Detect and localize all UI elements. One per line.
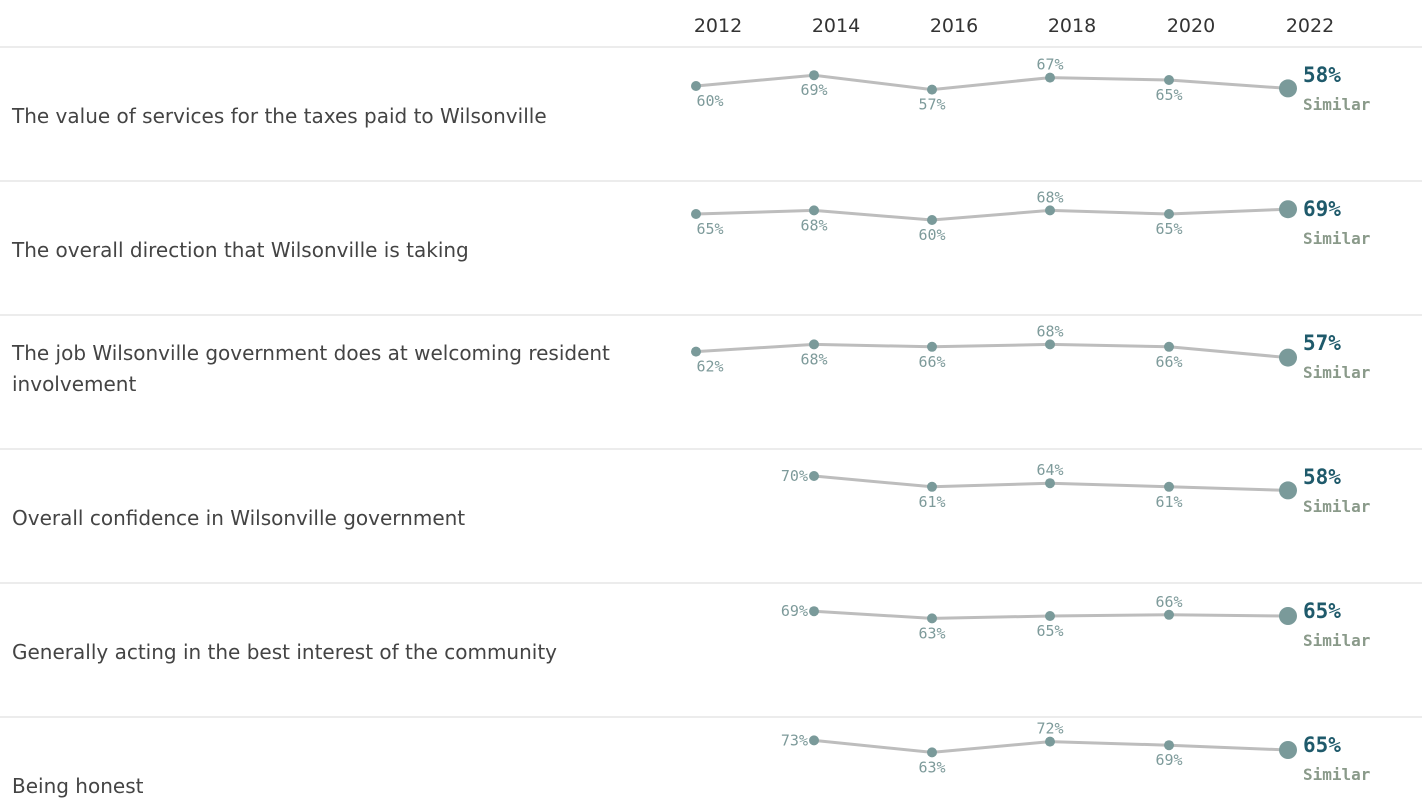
data-point bbox=[1164, 209, 1174, 219]
row-label: The value of services for the taxes paid… bbox=[12, 104, 547, 128]
row-label: The overall direction that Wilsonville i… bbox=[12, 238, 469, 262]
data-point bbox=[927, 84, 937, 95]
data-label: 62% bbox=[696, 358, 723, 376]
data-point bbox=[691, 346, 701, 357]
data-label: 69% bbox=[800, 81, 827, 99]
data-point bbox=[691, 81, 701, 91]
comparison-label: Similar bbox=[1303, 631, 1370, 650]
data-point bbox=[1164, 481, 1174, 492]
comparison-label: Similar bbox=[1303, 497, 1370, 516]
last-value-label: 65% bbox=[1303, 599, 1341, 623]
data-label: 64% bbox=[1036, 461, 1063, 479]
series-line bbox=[695, 342, 1289, 360]
data-label: 65% bbox=[696, 220, 723, 238]
row-label: Generally acting in the best interest of… bbox=[12, 640, 558, 664]
data-label: 65% bbox=[1155, 220, 1182, 238]
x-tick-label: 2018 bbox=[1048, 15, 1096, 37]
data-point bbox=[809, 339, 819, 350]
comparison-label: Similar bbox=[1303, 765, 1370, 784]
data-label: 68% bbox=[800, 216, 827, 234]
last-point bbox=[1279, 481, 1297, 500]
data-point bbox=[1164, 341, 1174, 352]
data-point bbox=[1045, 478, 1055, 489]
data-label: 61% bbox=[918, 493, 945, 511]
x-tick-label: 2012 bbox=[694, 15, 742, 37]
data-point bbox=[1164, 75, 1174, 85]
data-label: 63% bbox=[918, 624, 945, 642]
data-label: 67% bbox=[1036, 56, 1063, 74]
data-point bbox=[1045, 339, 1055, 350]
comparison-label: Similar bbox=[1303, 95, 1370, 114]
data-point bbox=[1045, 205, 1055, 216]
data-point bbox=[691, 209, 701, 219]
data-point bbox=[1045, 72, 1055, 83]
data-point bbox=[809, 471, 819, 481]
last-value-label: 69% bbox=[1303, 197, 1341, 221]
last-value-label: 57% bbox=[1303, 331, 1341, 355]
last-value-label: 65% bbox=[1303, 733, 1341, 757]
comparison-label: Similar bbox=[1303, 363, 1370, 382]
series-line bbox=[695, 73, 1289, 92]
data-label: 57% bbox=[918, 96, 945, 114]
data-label: 66% bbox=[1155, 593, 1182, 611]
data-label: 70% bbox=[781, 467, 808, 485]
last-point bbox=[1279, 79, 1297, 98]
last-point bbox=[1279, 348, 1297, 367]
last-value-label: 58% bbox=[1303, 465, 1341, 489]
data-point bbox=[927, 747, 937, 758]
data-point bbox=[1045, 611, 1055, 621]
last-point bbox=[1279, 741, 1297, 759]
data-label: 68% bbox=[1036, 322, 1063, 340]
data-label: 68% bbox=[800, 350, 827, 368]
data-label: 61% bbox=[1155, 493, 1182, 511]
row-label: Being honest bbox=[12, 774, 144, 798]
x-tick-label: 2022 bbox=[1286, 15, 1334, 37]
data-point bbox=[809, 606, 819, 617]
last-value-label: 58% bbox=[1303, 63, 1341, 87]
data-point bbox=[1045, 736, 1055, 747]
data-point bbox=[927, 341, 937, 352]
series-line bbox=[695, 207, 1289, 222]
data-point bbox=[809, 70, 819, 81]
data-label: 69% bbox=[1155, 751, 1182, 769]
data-point bbox=[809, 735, 819, 746]
data-label: 69% bbox=[781, 602, 808, 620]
data-label: 65% bbox=[1036, 622, 1063, 640]
data-label: 73% bbox=[781, 731, 808, 749]
data-label: 60% bbox=[696, 92, 723, 110]
data-label: 60% bbox=[918, 226, 945, 244]
x-tick-label: 2014 bbox=[812, 15, 860, 37]
data-point bbox=[927, 613, 937, 624]
data-point bbox=[927, 481, 937, 492]
row-label: Overall confidence in Wilsonville govern… bbox=[12, 506, 466, 530]
x-tick-label: 2020 bbox=[1167, 15, 1215, 37]
data-label: 65% bbox=[1155, 86, 1182, 104]
row-label: The job Wilsonville government does at w… bbox=[12, 341, 610, 396]
data-label: 68% bbox=[1036, 188, 1063, 206]
data-label: 66% bbox=[918, 353, 945, 371]
last-point bbox=[1279, 200, 1297, 219]
comparison-label: Similar bbox=[1303, 229, 1370, 248]
data-point bbox=[1164, 740, 1174, 751]
last-point bbox=[1279, 607, 1297, 625]
data-point bbox=[927, 215, 937, 225]
data-label: 63% bbox=[918, 758, 945, 776]
data-label: 72% bbox=[1036, 720, 1063, 738]
data-point bbox=[1164, 609, 1174, 620]
x-tick-label: 2016 bbox=[930, 15, 978, 37]
data-point bbox=[809, 205, 819, 216]
data-label: 66% bbox=[1155, 353, 1182, 371]
